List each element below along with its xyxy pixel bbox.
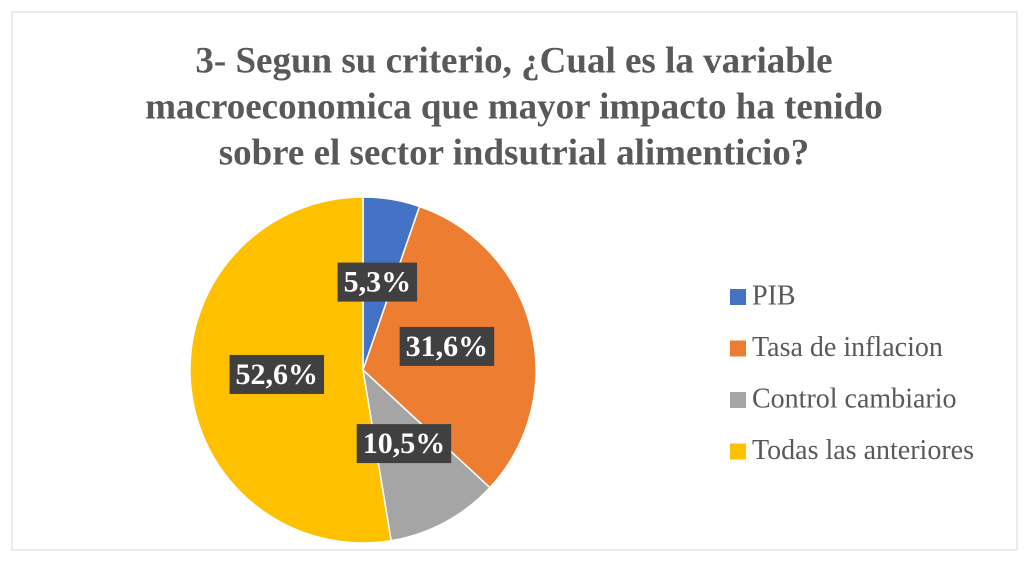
data-label-box — [356, 424, 452, 464]
legend-label: PIB — [752, 280, 796, 311]
legend-swatch — [730, 443, 746, 460]
legend-swatch — [730, 392, 746, 408]
chart-title: macroeconomica que mayor impacto ha teni… — [145, 86, 883, 127]
legend-label: Todas las anteriores — [752, 435, 974, 466]
data-label-box — [229, 354, 325, 394]
data-label: 52,6% — [236, 358, 319, 391]
data-label: 5,3% — [344, 266, 412, 299]
chart-title: 3- Segun su criterio, ¿Cual es la variab… — [195, 40, 832, 81]
chart-frame — [11, 11, 1018, 551]
legend-label: Tasa de inflacion — [752, 332, 943, 363]
data-label: 10,5% — [363, 427, 446, 460]
legend-swatch — [730, 340, 746, 357]
legend-swatch — [730, 289, 746, 305]
data-label: 31,6% — [406, 330, 489, 363]
data-label-box — [399, 326, 495, 366]
legend-label: Control cambiario — [752, 383, 957, 414]
data-label-box — [337, 262, 418, 302]
chart-title: sobre el sector indsutrial alimenticio? — [219, 132, 810, 173]
